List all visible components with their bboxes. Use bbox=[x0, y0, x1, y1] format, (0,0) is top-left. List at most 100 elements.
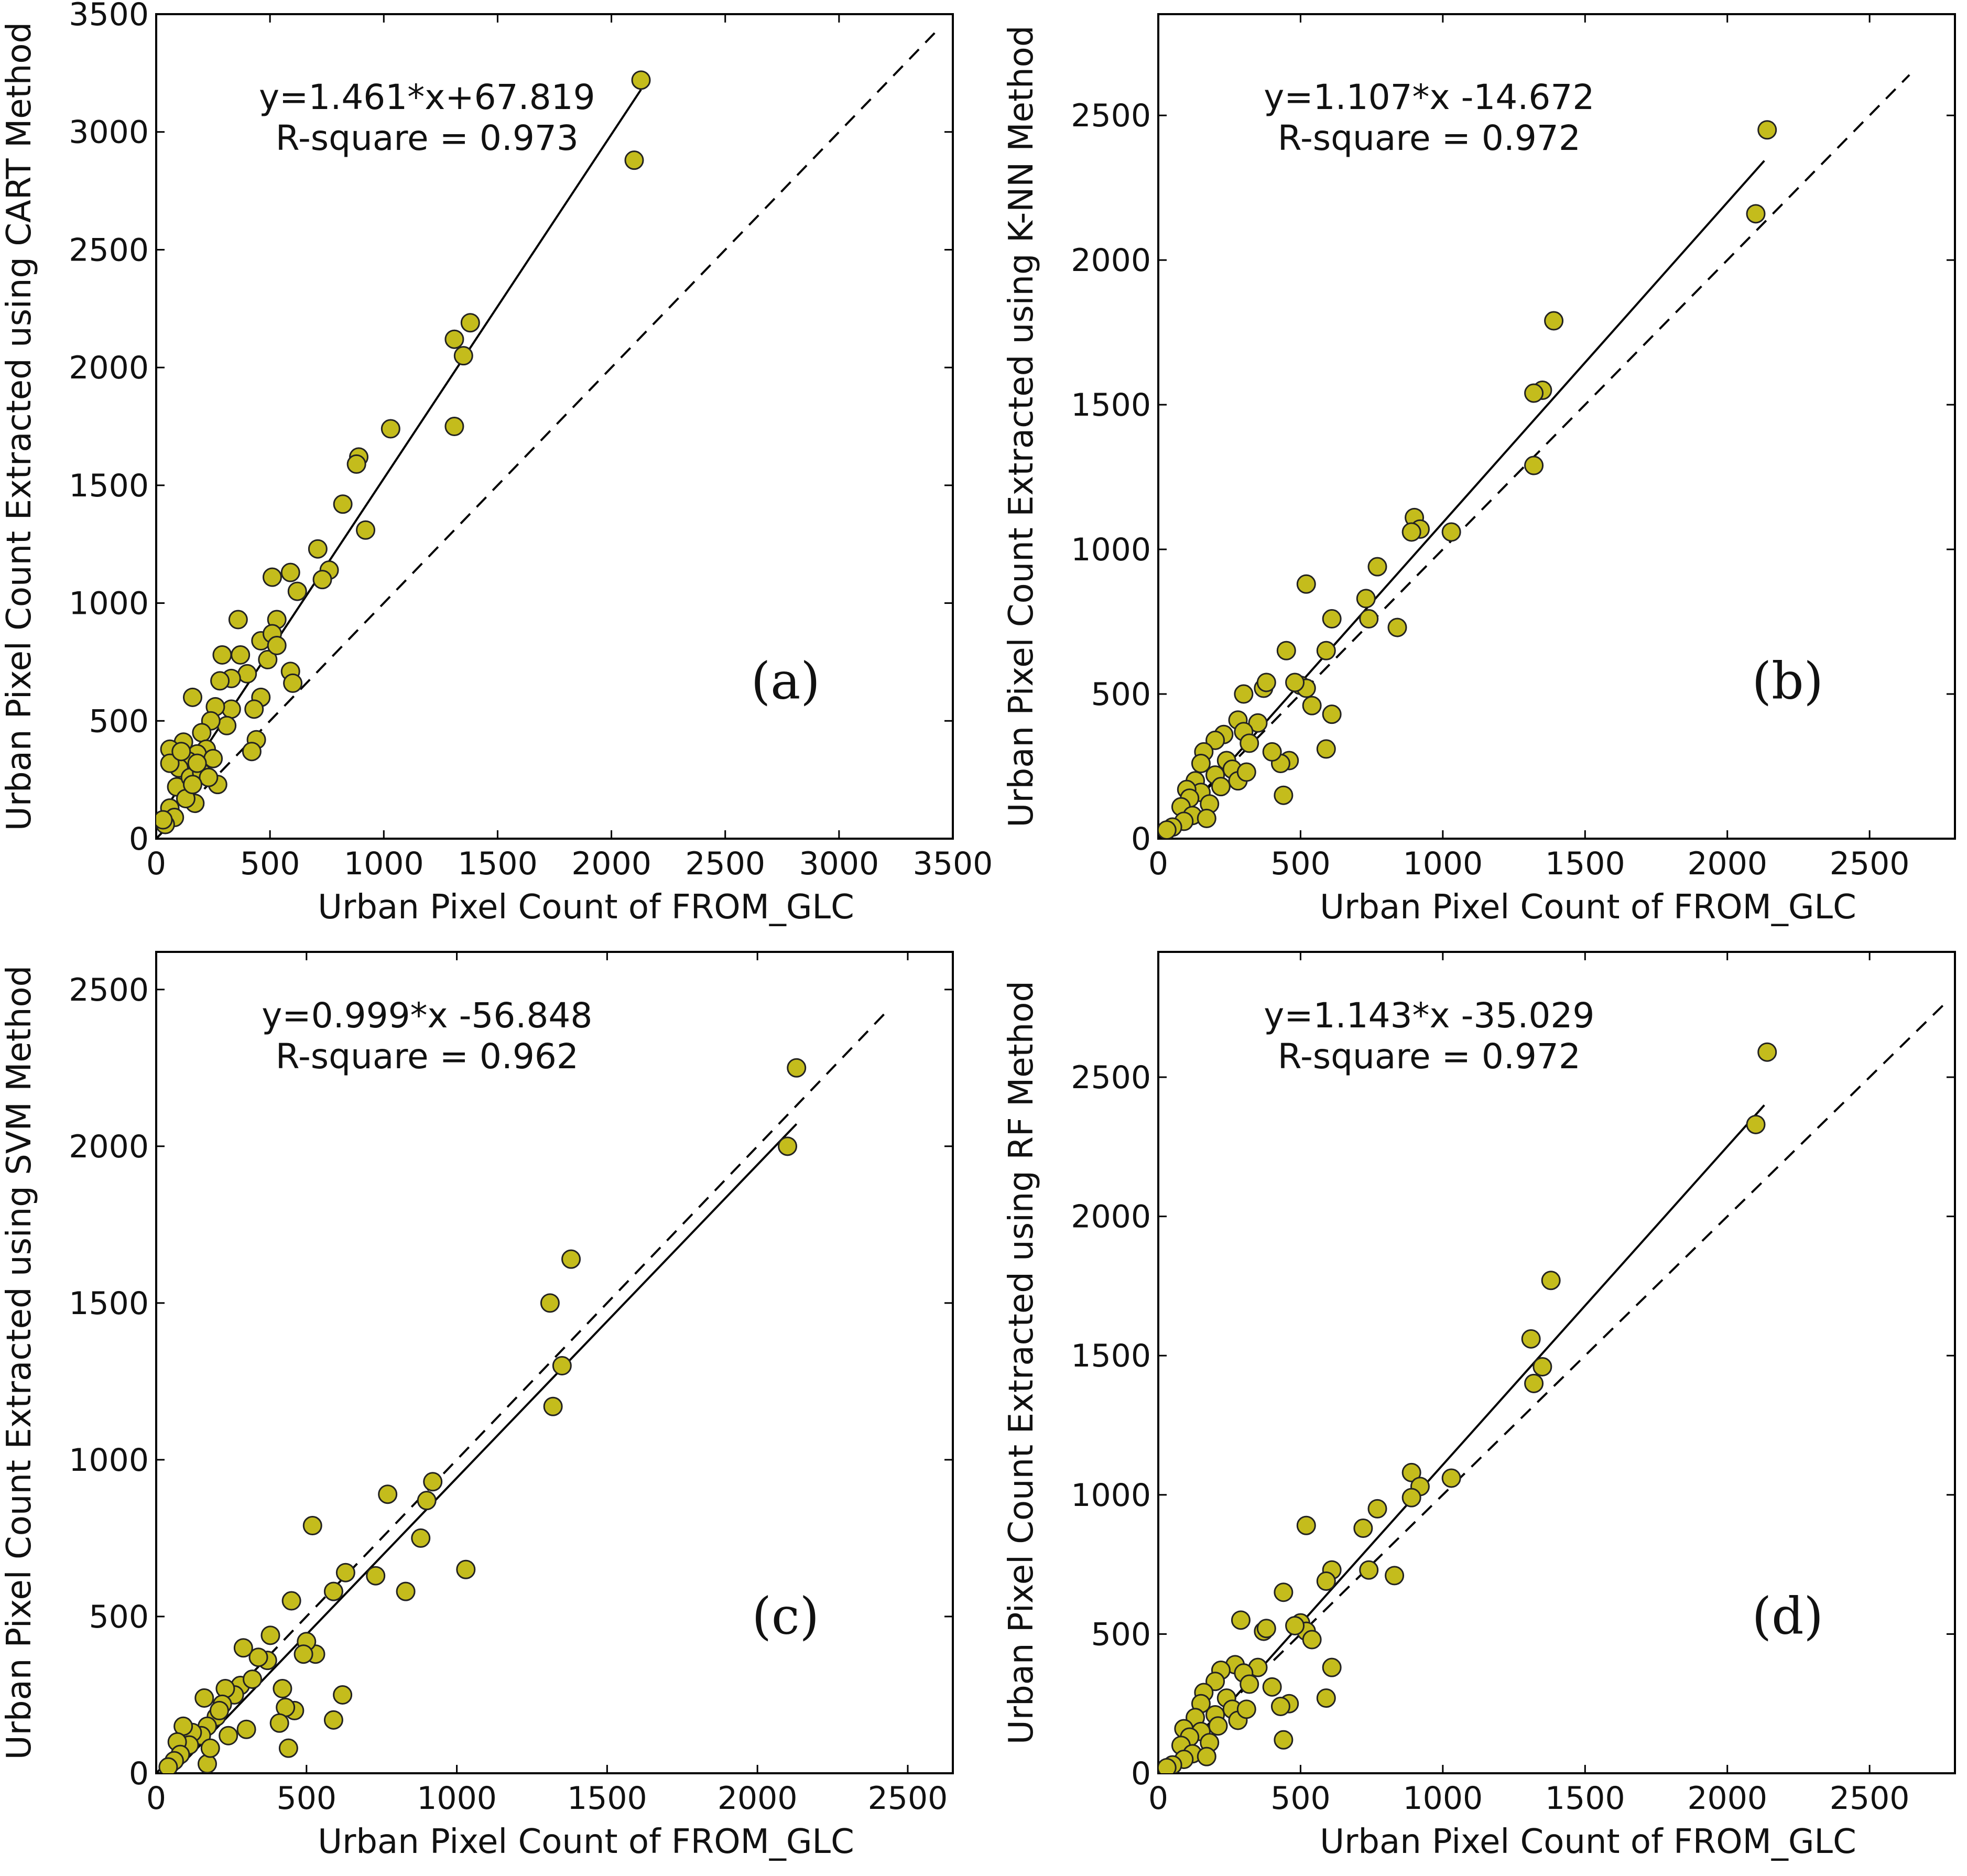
data-point bbox=[194, 1688, 214, 1708]
data-point bbox=[787, 1058, 807, 1078]
data-point bbox=[248, 1647, 268, 1667]
data-point bbox=[200, 1738, 220, 1758]
x-axis-label: Urban Pixel Count of FROM_GLC bbox=[1320, 1823, 1856, 1861]
y-tick-label: 1500 bbox=[1071, 387, 1151, 424]
data-point bbox=[381, 419, 400, 439]
chart-panel-b: 0 500 1000 1500 2000 2500 0 500 1000 1500 2000 2500… bbox=[1002, 13, 1956, 927]
data-point bbox=[444, 417, 464, 436]
data-point bbox=[1248, 713, 1268, 733]
data-point bbox=[1359, 1560, 1379, 1580]
y-tick-label: 3000 bbox=[69, 114, 149, 151]
data-point bbox=[1353, 1519, 1373, 1538]
data-point bbox=[228, 610, 248, 630]
plot-frame bbox=[155, 951, 954, 1774]
data-point bbox=[411, 1528, 431, 1548]
data-point bbox=[1322, 704, 1342, 724]
x-tick-label: 500 bbox=[1270, 1780, 1331, 1817]
y-axis-label: Urban Pixel Count Extracted using CART M… bbox=[0, 22, 39, 831]
data-point bbox=[210, 671, 230, 691]
data-point bbox=[294, 1644, 313, 1664]
data-point bbox=[1746, 204, 1766, 224]
y-tick-label: 2000 bbox=[69, 350, 149, 386]
data-point bbox=[333, 494, 353, 514]
data-point bbox=[267, 635, 287, 655]
data-point bbox=[1524, 383, 1544, 403]
data-point bbox=[1236, 762, 1256, 782]
x-axis-label: Urban Pixel Count of FROM_GLC bbox=[1320, 888, 1856, 927]
data-point bbox=[258, 649, 278, 669]
y-tick-label: 3500 bbox=[69, 0, 149, 33]
data-point bbox=[1316, 739, 1336, 759]
y-tick-label: 1000 bbox=[69, 585, 149, 622]
data-point bbox=[417, 1491, 437, 1511]
panel-label: (d) bbox=[1752, 1587, 1823, 1646]
x-tick-label: 2500 bbox=[1830, 1780, 1910, 1817]
x-tick-label: 0 bbox=[1148, 845, 1168, 882]
data-point bbox=[221, 699, 241, 719]
x-tick-label: 3500 bbox=[913, 845, 993, 882]
data-point bbox=[1270, 1697, 1290, 1717]
data-point bbox=[1256, 1619, 1276, 1639]
x-tick-label: 2000 bbox=[571, 845, 651, 882]
x-tick-label: 1500 bbox=[1545, 1780, 1625, 1817]
x-tick-label: 1000 bbox=[1403, 1780, 1483, 1817]
panel-label: (c) bbox=[752, 1587, 819, 1646]
y-tick-label: 2500 bbox=[69, 232, 149, 268]
r-square-label: R-square = 0.973 bbox=[276, 118, 579, 158]
y-tick-label: 1000 bbox=[1071, 532, 1151, 568]
data-point bbox=[1302, 696, 1322, 715]
x-tick-label: 3000 bbox=[799, 845, 879, 882]
data-point bbox=[1296, 574, 1316, 594]
x-tick-label: 0 bbox=[146, 1780, 166, 1817]
data-point bbox=[453, 346, 473, 366]
data-point bbox=[1541, 1271, 1561, 1291]
data-point bbox=[283, 673, 303, 693]
x-axis-label: Urban Pixel Count of FROM_GLC bbox=[318, 1823, 854, 1861]
data-point bbox=[366, 1566, 386, 1586]
x-tick-label: 1500 bbox=[1545, 845, 1625, 882]
y-axis-label: Urban Pixel Count Extracted using K-NN M… bbox=[1002, 26, 1041, 828]
data-point bbox=[219, 1726, 238, 1745]
data-point bbox=[1316, 1571, 1336, 1591]
data-point bbox=[242, 742, 262, 762]
data-point bbox=[552, 1356, 572, 1375]
x-tick-label: 2500 bbox=[868, 1780, 948, 1817]
data-point bbox=[243, 1669, 263, 1689]
data-point bbox=[1441, 522, 1461, 542]
identity-line bbox=[156, 32, 936, 839]
data-point bbox=[423, 1472, 443, 1492]
data-point bbox=[1757, 120, 1777, 140]
data-point bbox=[1316, 1688, 1336, 1708]
data-point bbox=[778, 1136, 798, 1156]
data-point bbox=[1533, 1357, 1552, 1376]
x-tick-label: 2500 bbox=[1830, 845, 1910, 882]
x-tick-label: 1000 bbox=[417, 1780, 497, 1817]
r-square-label: R-square = 0.972 bbox=[1278, 118, 1581, 158]
chart-panel-d: 0 500 1000 1500 2000 2500 0 500 1000 1500 2000 2500… bbox=[1002, 951, 1956, 1861]
data-point bbox=[171, 742, 191, 762]
y-tick-label: 1000 bbox=[69, 1442, 149, 1479]
plot-frame bbox=[1157, 951, 1956, 1774]
r-square-label: R-square = 0.962 bbox=[276, 1036, 579, 1077]
data-point bbox=[1240, 733, 1259, 753]
x-tick-label: 2000 bbox=[718, 1780, 798, 1817]
data-point bbox=[182, 775, 202, 795]
data-point bbox=[1356, 589, 1376, 609]
data-point bbox=[198, 1754, 218, 1773]
data-point bbox=[378, 1484, 398, 1504]
panel-label: (b) bbox=[1752, 652, 1823, 711]
y-tick-label: 1500 bbox=[1071, 1338, 1151, 1374]
data-point bbox=[1401, 1462, 1421, 1482]
data-point bbox=[1240, 1674, 1259, 1694]
data-point bbox=[1276, 641, 1296, 660]
y-tick-label: 500 bbox=[89, 1599, 149, 1635]
y-tick-label: 2500 bbox=[69, 972, 149, 1009]
data-point bbox=[444, 329, 464, 349]
data-point bbox=[269, 1713, 289, 1733]
data-point bbox=[212, 645, 232, 665]
data-point bbox=[1236, 1699, 1256, 1719]
plot-frame bbox=[1157, 13, 1956, 840]
y-tick-label: 0 bbox=[129, 1755, 149, 1792]
y-tick-label: 500 bbox=[1091, 676, 1151, 713]
data-point bbox=[543, 1396, 563, 1416]
